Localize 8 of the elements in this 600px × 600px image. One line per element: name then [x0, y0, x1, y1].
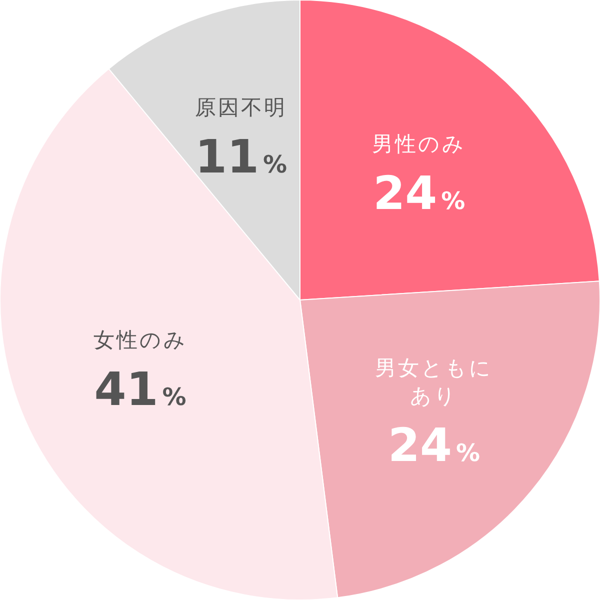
data-label: 24%: [373, 166, 466, 220]
slice-label: 女性のみ: [93, 328, 188, 352]
slice-label: 原因不明: [195, 95, 288, 120]
data-label: 41%: [94, 362, 186, 416]
data-label: 24%: [388, 418, 480, 472]
data-label: 11%: [195, 129, 288, 184]
slice-label: 男女ともにあり: [375, 356, 494, 408]
slice-label: 男性のみ: [372, 132, 466, 156]
